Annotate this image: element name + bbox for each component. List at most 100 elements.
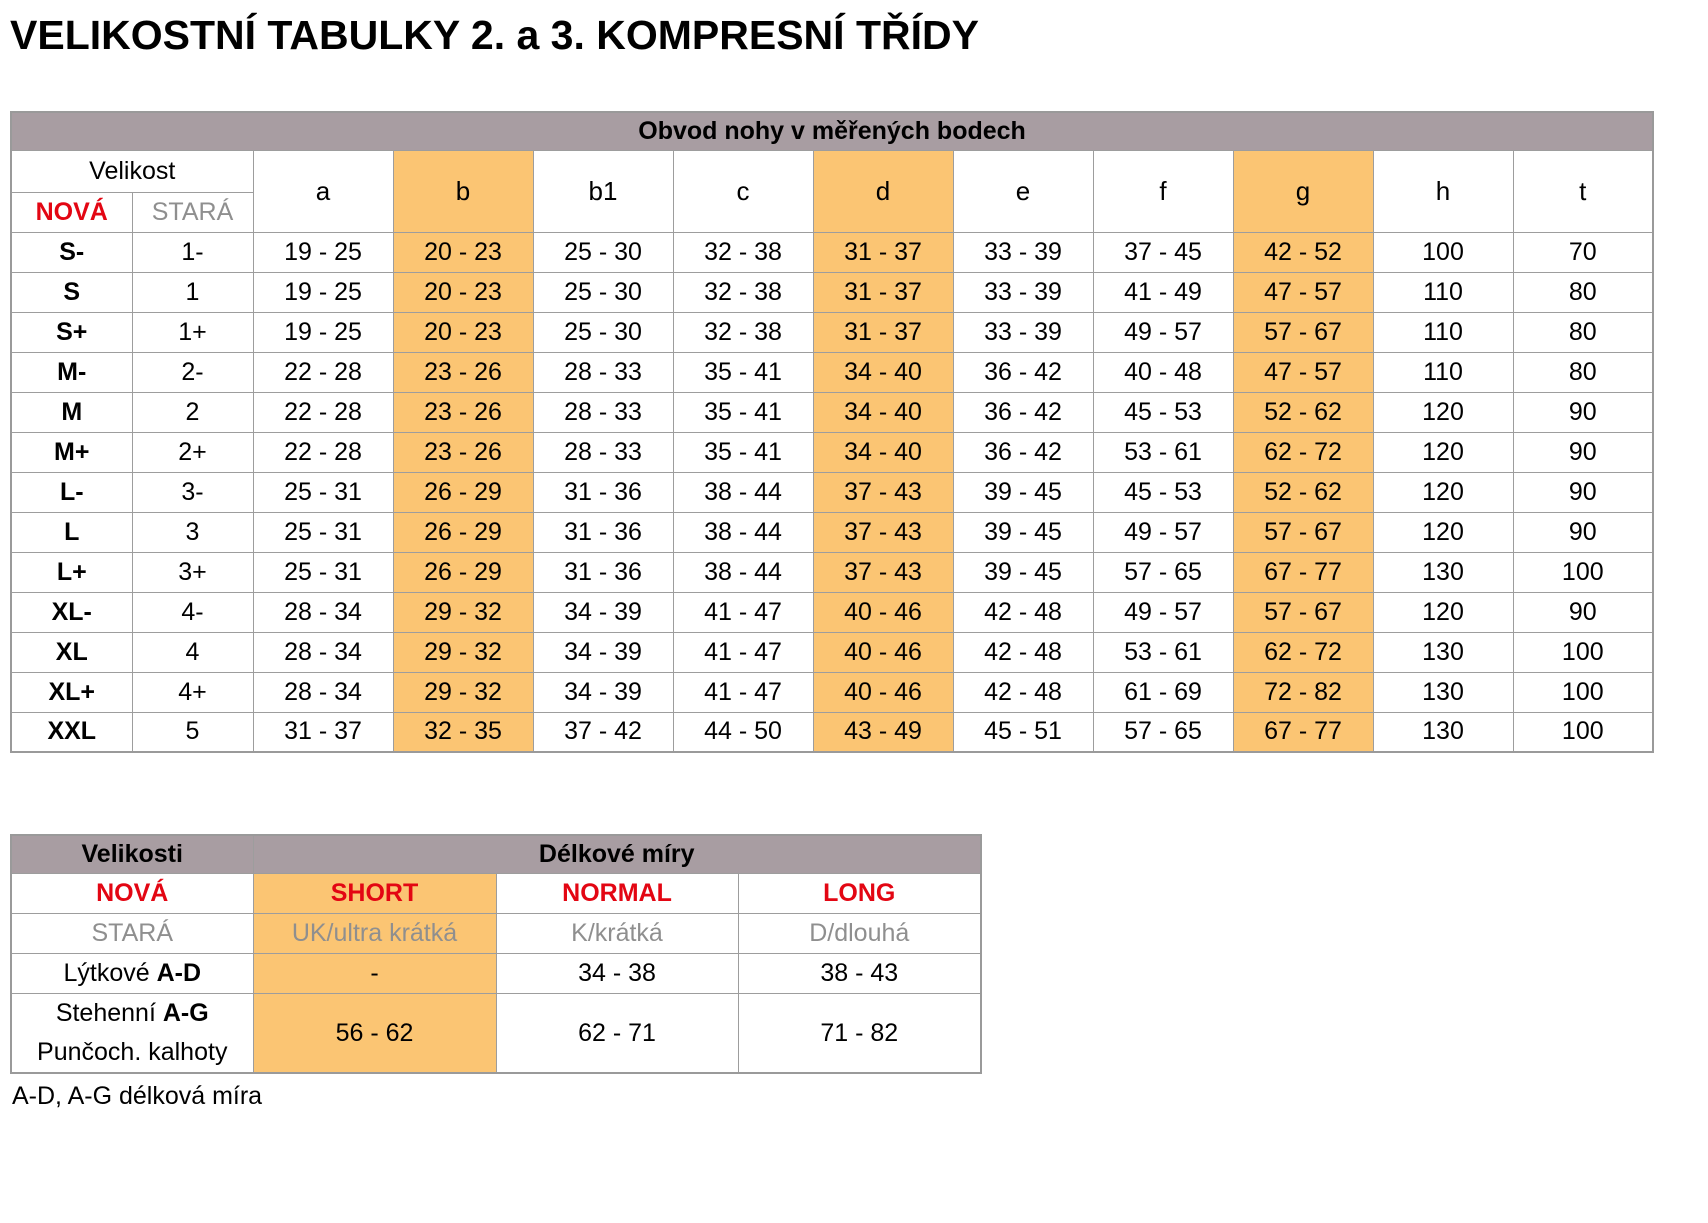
size-cell-c: 35 - 41 bbox=[672, 351, 814, 393]
size-cell-c: 41 - 47 bbox=[672, 631, 814, 673]
size-cell-f: 49 - 57 bbox=[1092, 311, 1234, 353]
size-row-s: S 1 19 - 25 20 - 23 25 - 30 32 - 38 31 - 37 33 … bbox=[10, 271, 1654, 313]
size-cell-d: 40 - 46 bbox=[812, 591, 954, 633]
size-cell-t: 80 bbox=[1512, 351, 1654, 393]
size-old-label: 5 bbox=[131, 711, 254, 753]
size-cell-b: 32 - 35 bbox=[392, 711, 534, 753]
thigh-row: Stehenní A-G Punčoch. kalhoty 56 - 62 62 … bbox=[10, 992, 982, 1074]
length-long-header: LONG bbox=[737, 872, 982, 914]
calf-label-text: Lýtkové bbox=[63, 958, 157, 987]
size-old-label: 2- bbox=[131, 351, 254, 393]
size-old-label: 3- bbox=[131, 471, 254, 513]
size-cell-t: 90 bbox=[1512, 471, 1654, 513]
size-cell-h: 130 bbox=[1372, 671, 1514, 713]
delkove-miry-caption: Délkové míry bbox=[252, 834, 982, 874]
size-cell-e: 42 - 48 bbox=[952, 671, 1094, 713]
size-cell-a: 25 - 31 bbox=[252, 471, 394, 513]
size-cell-c: 38 - 44 bbox=[672, 511, 814, 553]
size-cell-b1: 25 - 30 bbox=[532, 311, 674, 353]
size-new-label: S- bbox=[10, 231, 133, 273]
size-cell-a: 25 - 31 bbox=[252, 511, 394, 553]
size-cell-b1: 37 - 42 bbox=[532, 711, 674, 753]
size-cell-t: 80 bbox=[1512, 311, 1654, 353]
size-cell-h: 130 bbox=[1372, 711, 1514, 753]
size-old-label: 4+ bbox=[131, 671, 254, 713]
size-cell-a: 22 - 28 bbox=[252, 431, 394, 473]
size-cell-d: 37 - 43 bbox=[812, 511, 954, 553]
size-cell-h: 120 bbox=[1372, 591, 1514, 633]
size-cell-d: 37 - 43 bbox=[812, 471, 954, 513]
size-new-label: L bbox=[10, 511, 133, 553]
size-cell-t: 80 bbox=[1512, 271, 1654, 313]
size-new-label: XL- bbox=[10, 591, 133, 633]
calf-long-value: 38 - 43 bbox=[737, 952, 982, 994]
size-cell-f: 61 - 69 bbox=[1092, 671, 1234, 713]
size-row-m: M 2 22 - 28 23 - 26 28 - 33 35 - 41 34 - 40 36 … bbox=[10, 391, 1654, 433]
size-cell-d: 37 - 43 bbox=[812, 551, 954, 593]
size-new-label: L+ bbox=[10, 551, 133, 593]
size-cell-c: 35 - 41 bbox=[672, 431, 814, 473]
column-header-c: c bbox=[672, 149, 814, 233]
size-cell-a: 19 - 25 bbox=[252, 231, 394, 273]
size-old-label: 2+ bbox=[131, 431, 254, 473]
size-cell-d: 34 - 40 bbox=[812, 351, 954, 393]
thigh-label-range: A-G bbox=[162, 999, 209, 1028]
size-cell-c: 44 - 50 bbox=[672, 711, 814, 753]
size-cell-g: 67 - 77 bbox=[1232, 711, 1374, 753]
size-cell-g: 47 - 57 bbox=[1232, 351, 1374, 393]
stara-header: STARÁ bbox=[131, 191, 254, 233]
length-stara-label: STARÁ bbox=[10, 912, 254, 954]
size-cell-d: 40 - 46 bbox=[812, 671, 954, 713]
size-cell-f: 57 - 65 bbox=[1092, 551, 1234, 593]
size-cell-b: 23 - 26 bbox=[392, 431, 534, 473]
size-cell-a: 25 - 31 bbox=[252, 551, 394, 593]
size-cell-h: 120 bbox=[1372, 391, 1514, 433]
size-cell-t: 100 bbox=[1512, 671, 1654, 713]
size-cell-h: 130 bbox=[1372, 551, 1514, 593]
size-cell-b: 23 - 26 bbox=[392, 391, 534, 433]
size-cell-g: 72 - 82 bbox=[1232, 671, 1374, 713]
size-cell-b1: 31 - 36 bbox=[532, 551, 674, 593]
size-cell-c: 41 - 47 bbox=[672, 591, 814, 633]
size-cell-h: 120 bbox=[1372, 471, 1514, 513]
size-old-label: 1 bbox=[131, 271, 254, 313]
size-cell-f: 53 - 61 bbox=[1092, 431, 1234, 473]
size-cell-d: 31 - 37 bbox=[812, 311, 954, 353]
size-cell-d: 34 - 40 bbox=[812, 391, 954, 433]
size-cell-e: 33 - 39 bbox=[952, 231, 1094, 273]
column-header-e: e bbox=[952, 149, 1094, 233]
size-old-label: 1+ bbox=[131, 311, 254, 353]
thigh-short-value: 56 - 62 bbox=[252, 992, 497, 1074]
size-cell-e: 36 - 42 bbox=[952, 391, 1094, 433]
size-cell-a: 22 - 28 bbox=[252, 351, 394, 393]
size-cell-g: 57 - 67 bbox=[1232, 511, 1374, 553]
size-subheader-row: NOVÁ STARÁ bbox=[10, 191, 1653, 233]
size-cell-b1: 31 - 36 bbox=[532, 471, 674, 513]
size-cell-a: 28 - 34 bbox=[252, 631, 394, 673]
size-cell-b1: 25 - 30 bbox=[532, 271, 674, 313]
calf-label: Lýtkové A-D bbox=[10, 952, 254, 994]
size-table-caption: Obvod nohy v měřených bodech bbox=[10, 111, 1654, 151]
size-cell-f: 40 - 48 bbox=[1092, 351, 1234, 393]
size-cell-c: 32 - 38 bbox=[672, 231, 814, 273]
size-row-xl: XL 4 28 - 34 29 - 32 34 - 39 41 - 47 40 - 46 42… bbox=[10, 631, 1654, 673]
column-header-h: h bbox=[1372, 149, 1514, 233]
size-row-s+: S+ 1+ 19 - 25 20 - 23 25 - 30 32 - 38 31 - 37 3… bbox=[10, 311, 1654, 353]
length-caption-row: Velikosti Délkové míry bbox=[10, 834, 982, 874]
size-cell-h: 130 bbox=[1372, 631, 1514, 673]
size-cell-c: 32 - 38 bbox=[672, 271, 814, 313]
column-header-g: g bbox=[1232, 149, 1374, 233]
size-old-label: 4- bbox=[131, 591, 254, 633]
size-cell-h: 110 bbox=[1372, 271, 1514, 313]
size-cell-f: 49 - 57 bbox=[1092, 511, 1234, 553]
size-cell-d: 34 - 40 bbox=[812, 431, 954, 473]
size-new-label: S bbox=[10, 271, 133, 313]
size-cell-g: 62 - 72 bbox=[1232, 631, 1374, 673]
size-cell-e: 33 - 39 bbox=[952, 311, 1094, 353]
size-cell-e: 45 - 51 bbox=[952, 711, 1094, 753]
size-new-label: S+ bbox=[10, 311, 133, 353]
size-cell-f: 49 - 57 bbox=[1092, 591, 1234, 633]
size-cell-g: 52 - 62 bbox=[1232, 471, 1374, 513]
size-cell-a: 19 - 25 bbox=[252, 271, 394, 313]
